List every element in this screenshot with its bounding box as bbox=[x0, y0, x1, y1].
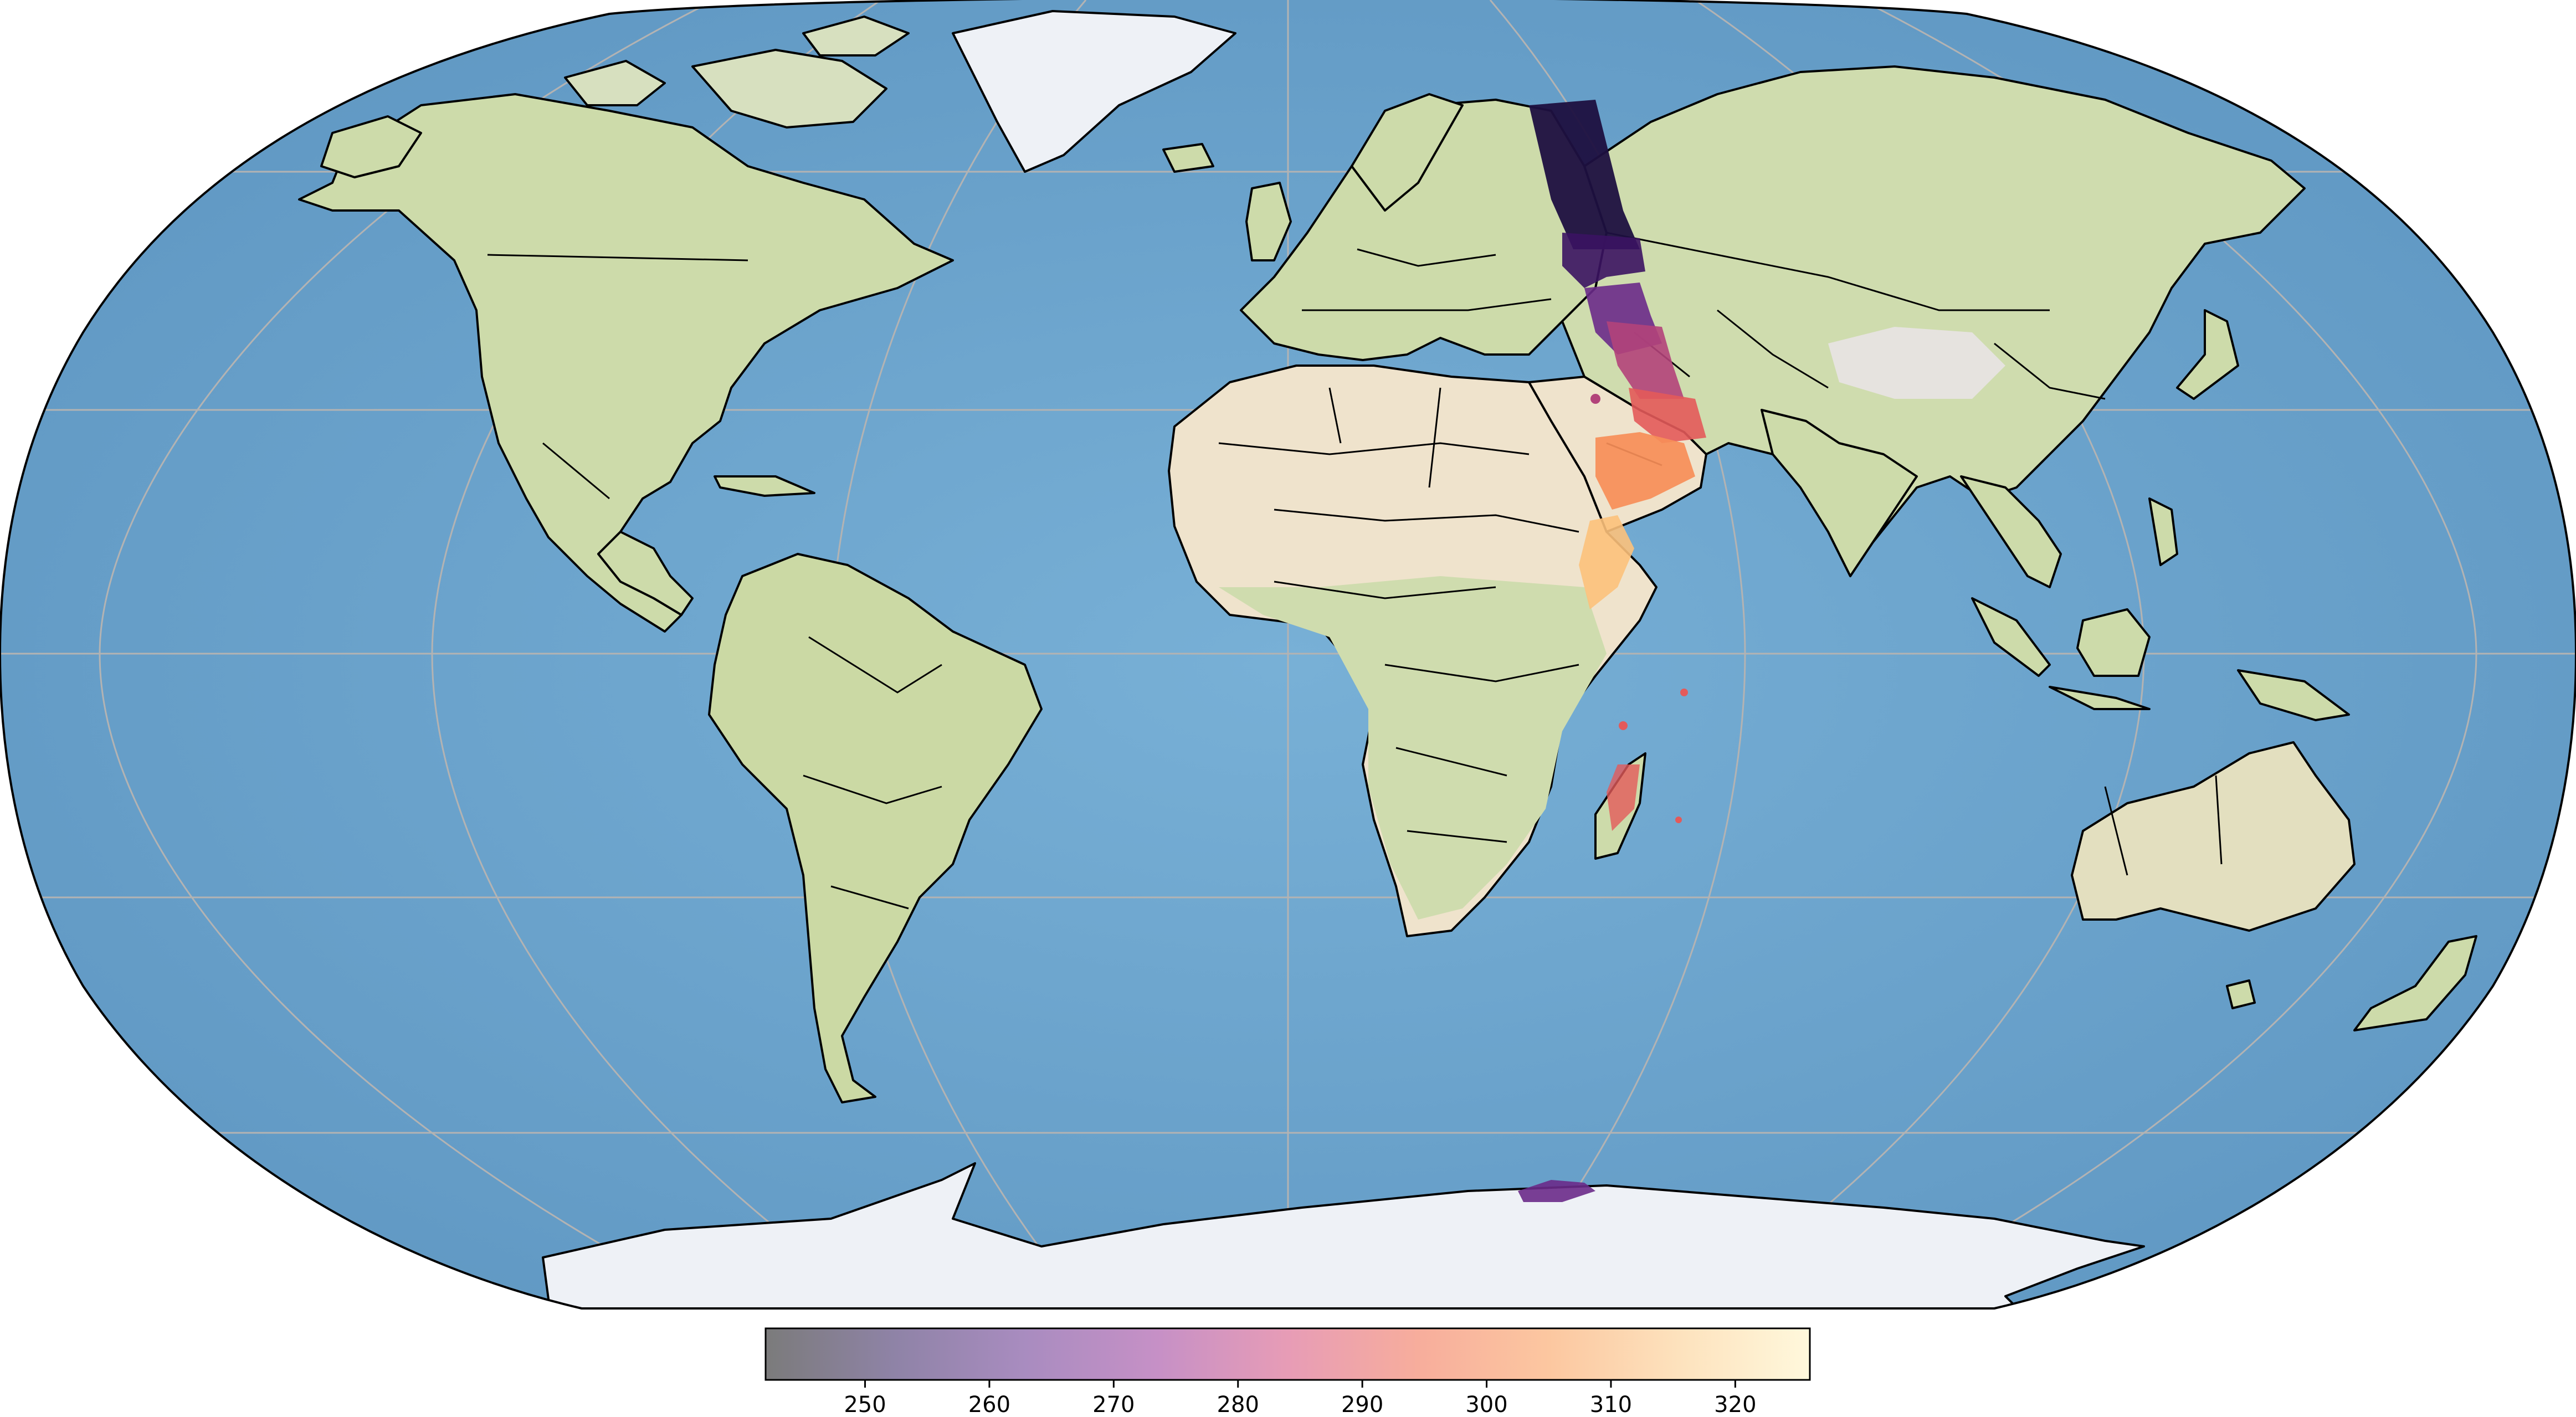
swath-madagascar bbox=[1607, 764, 1640, 831]
greenland bbox=[952, 10, 1236, 173]
land-masses bbox=[298, 10, 2477, 1308]
new-zealand bbox=[2353, 935, 2477, 1031]
colorbar-tick-label: 290 bbox=[1341, 1392, 1383, 1417]
colorbar-tick-label: 250 bbox=[844, 1392, 886, 1417]
satellite-swath bbox=[1518, 100, 1706, 1202]
colorbar-tick-label: 280 bbox=[1217, 1392, 1259, 1417]
japan bbox=[2176, 309, 2239, 400]
swath-antarctica bbox=[1518, 1180, 1595, 1202]
swath-iran bbox=[1607, 321, 1684, 399]
globe-outline bbox=[0, 0, 2576, 1310]
borneo bbox=[2076, 608, 2151, 677]
swath-oman bbox=[1595, 432, 1695, 510]
great-britain bbox=[1245, 182, 1292, 261]
colorbar-tick-label: 260 bbox=[968, 1392, 1010, 1417]
south-america bbox=[708, 553, 1043, 1103]
southeast-asia bbox=[1960, 475, 2062, 588]
alaska bbox=[320, 115, 422, 178]
central-america bbox=[597, 531, 694, 616]
swath-mid bbox=[1562, 233, 1645, 288]
swath-somalia bbox=[1579, 515, 1634, 609]
colorbar: 250 260 270 280 290 300 310 320 bbox=[764, 1327, 1811, 1417]
colorbar-tick-label: 310 bbox=[1590, 1392, 1632, 1417]
globe bbox=[0, 0, 2576, 1308]
new-guinea bbox=[2237, 669, 2350, 721]
antarctica bbox=[542, 1162, 2145, 1308]
canadian-islands bbox=[691, 49, 887, 129]
colorbar-tick-label: 300 bbox=[1465, 1392, 1507, 1417]
colorbar-ticks: 250 260 270 280 290 300 310 320 bbox=[844, 1380, 1757, 1417]
swath-north bbox=[1529, 100, 1640, 249]
colorbar-gradient bbox=[764, 1327, 1811, 1381]
india bbox=[1761, 409, 1918, 577]
colorbar-tick-label: 270 bbox=[1092, 1392, 1135, 1417]
colorbar-tick-label: 320 bbox=[1714, 1392, 1756, 1417]
swath-gulf bbox=[1629, 388, 1706, 443]
australia bbox=[2071, 741, 2356, 932]
